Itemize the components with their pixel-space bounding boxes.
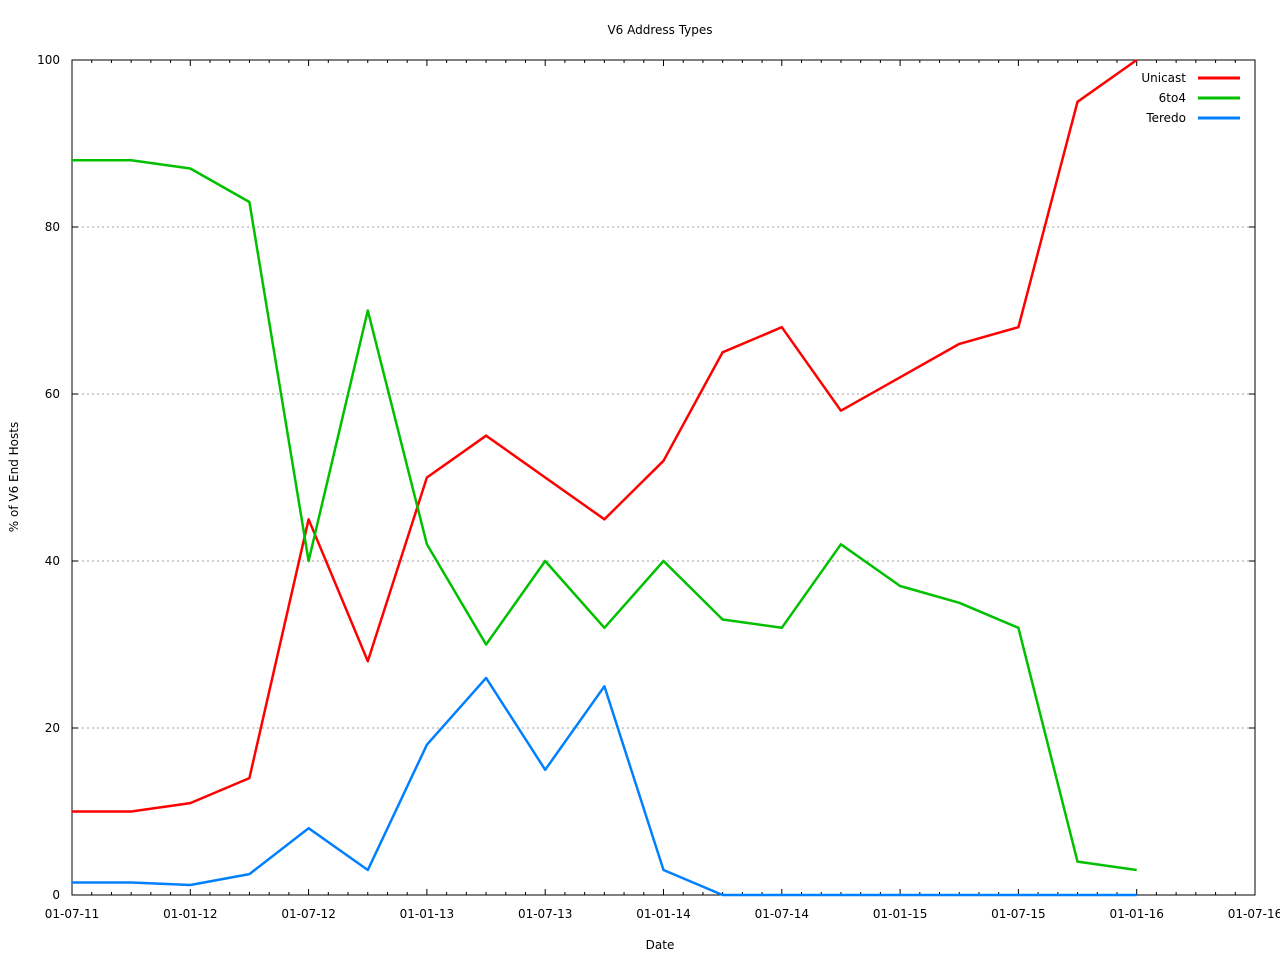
plot-frame	[71, 59, 1256, 896]
series-line-6to4	[72, 158, 1137, 872]
x-axis-label: Date	[646, 938, 675, 952]
x-tick-label: 01-07-15	[991, 907, 1045, 921]
series-layer	[72, 58, 1138, 897]
x-tick-label: 01-01-15	[873, 907, 927, 921]
legend-label: Unicast	[1141, 71, 1186, 85]
x-tick-label: 01-07-11	[45, 907, 99, 921]
x-tick-label: 01-01-12	[163, 907, 217, 921]
y-tick-label: 0	[52, 888, 60, 902]
chart-title: V6 Address Types	[607, 23, 712, 37]
y-tick-label: 60	[45, 387, 60, 401]
x-tick-label: 01-07-14	[755, 907, 809, 921]
legend-label: Teredo	[1145, 111, 1186, 125]
x-tick-label: 01-01-14	[636, 907, 690, 921]
legend: Unicast 6to4 Teredo	[1141, 71, 1240, 125]
x-tick-label: 01-07-12	[281, 907, 335, 921]
x-tick-label: 01-01-13	[400, 907, 454, 921]
legend-label: 6to4	[1159, 91, 1186, 105]
y-tick-label: 100	[37, 53, 60, 67]
x-tick-label: 01-07-13	[518, 907, 572, 921]
y-tick-labels: 0 20 40 60 80 100	[37, 53, 60, 902]
x-tick-label: 01-01-16	[1109, 907, 1163, 921]
y-tick-label: 20	[45, 721, 60, 735]
series-line-unicast	[72, 58, 1138, 813]
series-line-teredo	[72, 676, 1137, 897]
y-axis-label: % of V6 End Hosts	[7, 422, 21, 532]
axis-ticks	[71, 59, 1256, 896]
y-tick-label: 80	[45, 220, 60, 234]
x-tick-labels: 01-07-11 01-01-12 01-07-12 01-01-13 01-07-13…	[45, 907, 1280, 921]
grid-lines	[72, 226, 1255, 729]
y-tick-label: 40	[45, 554, 60, 568]
x-tick-label: 01-07-16	[1228, 907, 1280, 921]
